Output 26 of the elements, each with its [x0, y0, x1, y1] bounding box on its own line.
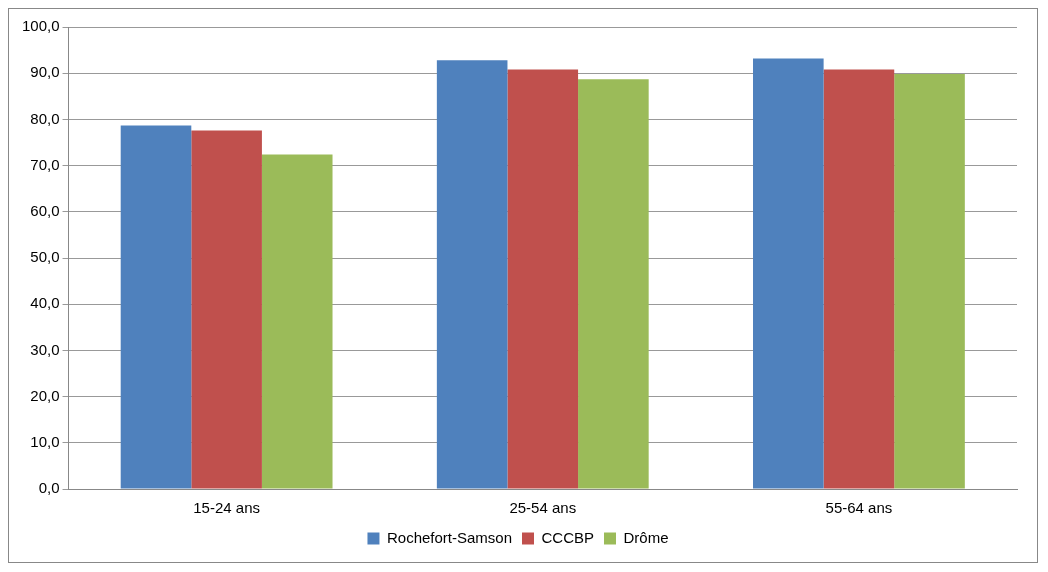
- y-tick-label: 20,0: [30, 386, 60, 404]
- bar: [578, 79, 649, 489]
- bar: [894, 74, 965, 489]
- y-tick-label: 0,0: [38, 479, 60, 497]
- bar: [753, 58, 824, 489]
- bar: [507, 69, 579, 489]
- bar: [120, 125, 192, 489]
- y-tick-label: 60,0: [30, 201, 60, 219]
- legend-label: CCCBP: [541, 528, 595, 546]
- y-tick-label: 10,0: [30, 432, 60, 450]
- y-tick-label: 100,0: [21, 17, 60, 35]
- bar: [823, 69, 895, 489]
- y-tick-label: 90,0: [30, 63, 60, 81]
- bar: [191, 130, 262, 489]
- y-tick-label: 50,0: [30, 248, 60, 266]
- bar: [261, 154, 333, 489]
- y-tick-label: 70,0: [30, 155, 60, 173]
- x-tick-label: 25-54 ans: [509, 499, 577, 517]
- y-tick-label: 80,0: [30, 109, 60, 127]
- x-tick-label: 15-24 ans: [193, 499, 260, 517]
- y-tick-label: 40,0: [30, 294, 60, 312]
- y-tick-label: 30,0: [30, 340, 60, 358]
- bar: [436, 60, 508, 489]
- legend-label: Rochefort-Samson: [386, 528, 513, 546]
- legend-label: Drôme: [623, 528, 669, 546]
- x-tick-label: 55-64 ans: [825, 499, 893, 517]
